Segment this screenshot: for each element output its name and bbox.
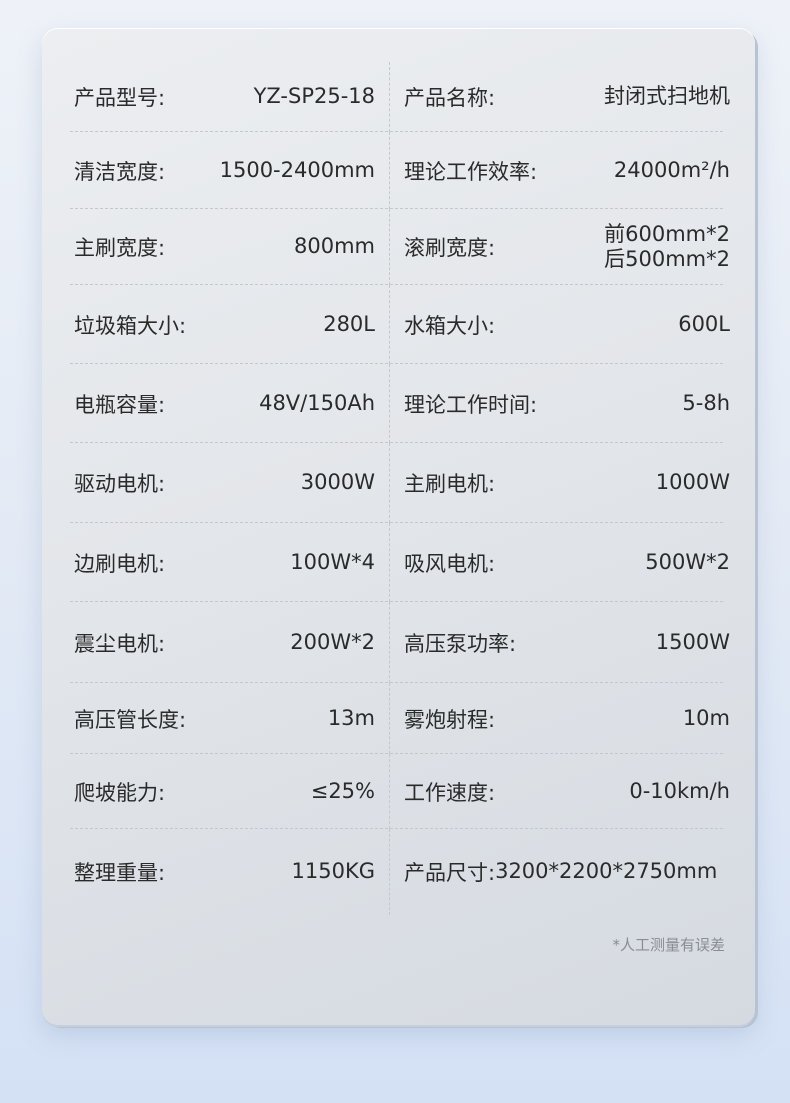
spec-value: 1500-2400mm xyxy=(219,157,375,182)
spec-value-line: 500W*2 xyxy=(645,549,730,574)
spec-cell-right: 理论工作效率: 24000m²/h xyxy=(390,132,730,209)
spec-cell-right: 产品名称: 封闭式扫地机 xyxy=(390,62,730,132)
spec-row: 电瓶容量: 48V/150Ah 理论工作时间: 5-8h xyxy=(42,364,755,443)
spec-label: 垃圾箱大小: xyxy=(74,313,187,338)
spec-value: 0-10km/h xyxy=(629,779,730,804)
spec-row: 清洁宽度: 1500-2400mm 理论工作效率: 24000m²/h xyxy=(42,132,755,209)
spec-value: 3200*2200*2750mm xyxy=(495,859,717,884)
spec-value-line: 600L xyxy=(678,311,730,336)
spec-row: 高压管长度: 13m 雾炮射程: 10m xyxy=(42,683,755,754)
spec-value: YZ-SP25-18 xyxy=(253,84,375,109)
spec-label: 高压泵功率: xyxy=(404,631,517,656)
spec-value-line: 10m xyxy=(682,705,730,730)
spec-cell-left: 垃圾箱大小: 280L xyxy=(42,285,390,364)
spec-value: 1150KG xyxy=(291,859,376,884)
spec-label: 爬坡能力: xyxy=(74,780,166,805)
spec-value: 48V/150Ah xyxy=(259,390,375,415)
spec-label: 吸风电机: xyxy=(404,551,496,576)
spec-label: 理论工作时间: xyxy=(404,392,538,417)
spec-value-line: 1000W xyxy=(655,470,730,495)
spec-value-line: 后500mm*2 xyxy=(604,247,730,271)
spec-cell-right: 工作速度: 0-10km/h xyxy=(390,754,730,829)
spec-label: 驱动电机: xyxy=(74,472,166,496)
spec-cell-right: 滚刷宽度: 前600mm*2 后500mm*2 xyxy=(390,209,730,285)
spec-label: 高压管长度: xyxy=(74,707,187,732)
spec-value-line: 封闭式扫地机 xyxy=(604,84,730,109)
spec-row: 爬坡能力: ≤25% 工作速度: 0-10km/h xyxy=(42,754,755,829)
spec-row: 主刷宽度: 800mm 滚刷宽度: 前600mm*2 后500mm*2 xyxy=(42,209,755,285)
spec-label: 震尘电机: xyxy=(74,631,166,656)
spec-row: 垃圾箱大小: 280L 水箱大小: 600L xyxy=(42,285,755,364)
spec-value: 280L xyxy=(323,311,375,336)
spec-cell-right: 理论工作时间: 5-8h xyxy=(390,364,730,443)
spec-label: 产品型号: xyxy=(74,86,166,110)
spec-value: 800mm xyxy=(294,234,375,259)
spec-row: 震尘电机: 200W*2 高压泵功率: 1500W xyxy=(42,602,755,683)
spec-cell-left: 边刷电机: 100W*4 xyxy=(42,523,390,602)
spec-value: 3000W xyxy=(300,470,375,495)
spec-value: 1500W xyxy=(656,630,730,655)
spec-value: 5-8h xyxy=(682,391,730,416)
spec-value: ≤25% xyxy=(310,778,375,803)
spec-value: 500W*2 xyxy=(645,550,730,575)
spec-row: 整理重量: 1150KG 产品尺寸: 3200*2200*2750mm xyxy=(42,829,755,915)
spec-value-line: 0-10km/h xyxy=(629,778,730,803)
spec-cell-left: 主刷宽度: 800mm xyxy=(42,209,390,285)
spec-label: 清洁宽度: xyxy=(74,159,166,184)
spec-value-line: 1500W xyxy=(655,629,730,654)
spec-label: 边刷电机: xyxy=(74,551,166,576)
spec-label: 主刷宽度: xyxy=(74,236,166,260)
spec-value: 100W*4 xyxy=(290,549,375,574)
spec-value: 封闭式扫地机 xyxy=(604,84,730,109)
spec-value-line: 3200*2200*2750mm xyxy=(495,859,718,884)
spec-value: 前600mm*2 后500mm*2 xyxy=(604,222,730,272)
spec-cell-left: 整理重量: 1150KG xyxy=(42,829,390,915)
spec-cell-left: 清洁宽度: 1500-2400mm xyxy=(42,132,390,209)
spec-value: 600L xyxy=(678,312,730,337)
spec-cell-right: 高压泵功率: 1500W xyxy=(390,602,730,683)
spec-cell-right: 雾炮射程: 10m xyxy=(390,683,730,754)
spec-cell-left: 高压管长度: 13m xyxy=(42,683,390,754)
spec-cell-left: 震尘电机: 200W*2 xyxy=(42,602,390,683)
spec-cell-left: 产品型号: YZ-SP25-18 xyxy=(42,62,390,132)
spec-cell-right: 水箱大小: 600L xyxy=(390,285,730,364)
spec-cell-left: 爬坡能力: ≤25% xyxy=(42,754,390,829)
spec-label: 整理重量: xyxy=(74,861,166,885)
spec-value-line: 24000m²/h xyxy=(613,157,730,182)
spec-table: 产品型号: YZ-SP25-18 产品名称: 封闭式扫地机 清洁宽度: 1500… xyxy=(42,62,755,915)
spec-value: 24000m²/h xyxy=(614,158,730,183)
spec-cell-right: 主刷电机: 1000W xyxy=(390,443,730,523)
spec-label: 工作速度: xyxy=(404,780,496,805)
spec-cell-left: 电瓶容量: 48V/150Ah xyxy=(42,364,390,443)
spec-label: 滚刷宽度: xyxy=(404,236,496,260)
spec-cell-right: 产品尺寸: 3200*2200*2750mm xyxy=(390,829,730,915)
spec-cell-left: 驱动电机: 3000W xyxy=(42,443,390,523)
spec-row: 产品型号: YZ-SP25-18 产品名称: 封闭式扫地机 xyxy=(42,62,755,132)
spec-label: 理论工作效率: xyxy=(404,159,538,184)
spec-cell-right: 吸风电机: 500W*2 xyxy=(390,523,730,602)
spec-label: 产品尺寸: xyxy=(404,861,496,885)
spec-value-line: 5-8h xyxy=(682,390,730,415)
spec-label: 雾炮射程: xyxy=(404,707,496,732)
spec-label: 产品名称: xyxy=(404,86,496,110)
spec-label: 主刷电机: xyxy=(404,472,496,496)
spec-row: 边刷电机: 100W*4 吸风电机: 500W*2 xyxy=(42,523,755,602)
measurement-note: *人工测量有误差 xyxy=(612,936,725,954)
spec-value: 10m xyxy=(683,706,730,731)
spec-value: 13m xyxy=(327,705,375,730)
spec-label: 电瓶容量: xyxy=(74,392,166,417)
spec-row: 驱动电机: 3000W 主刷电机: 1000W xyxy=(42,443,755,523)
spec-value-line: 前600mm*2 xyxy=(604,221,730,246)
spec-value: 1000W xyxy=(656,470,730,495)
spec-label: 水箱大小: xyxy=(404,313,496,338)
spec-card: 产品型号: YZ-SP25-18 产品名称: 封闭式扫地机 清洁宽度: 1500… xyxy=(42,28,755,1025)
spec-value: 200W*2 xyxy=(290,629,375,654)
